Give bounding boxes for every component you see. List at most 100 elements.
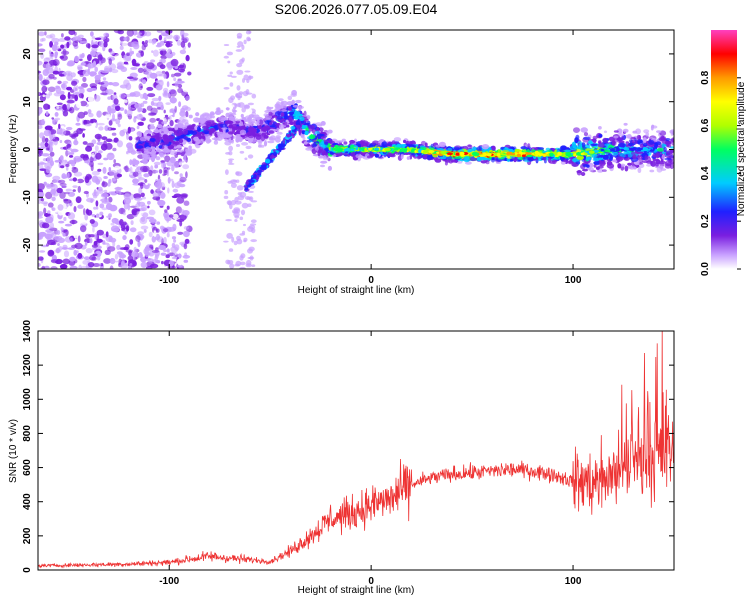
spectrogram-cell: [78, 93, 84, 99]
spectrogram-cell: [172, 213, 179, 220]
spectrogram-cell: [172, 143, 178, 147]
spectrogram-cell: [179, 176, 187, 183]
spectrogram-cell: [92, 263, 101, 267]
spectrogram-cell: [239, 216, 244, 221]
spectrogram-cell: [169, 108, 176, 114]
spectrogram-cell: [411, 152, 416, 156]
spectrogram-cell: [95, 200, 99, 207]
spectrogram-cell: [123, 36, 127, 42]
spectrogram-cell: [241, 142, 249, 146]
spectrogram-cell: [225, 169, 229, 176]
spectrogram-cell: [110, 50, 115, 56]
spectrogram-cell: [59, 55, 64, 59]
spectrogram-cell: [178, 101, 182, 108]
spectrogram-cell: [101, 181, 108, 188]
spectrogram-cell: [162, 87, 169, 93]
spectrogram-cell: [66, 126, 73, 131]
spectrogram-cell: [185, 54, 190, 62]
spectrogram-cell: [155, 228, 160, 233]
spectrogram-cell: [69, 256, 76, 262]
spectrogram-cell: [103, 258, 112, 264]
spectrogram-cell: [115, 126, 120, 134]
spectrogram-cell: [274, 111, 282, 117]
spectrogram-cell: [50, 266, 58, 269]
spectrogram-cell: [244, 157, 248, 161]
spectrogram-cell: [61, 175, 68, 179]
spectrogram-cell: [234, 196, 239, 203]
spectrogram-cell: [62, 104, 67, 111]
spectrogram-cell: [247, 154, 254, 159]
spectrogram-cell: [636, 134, 641, 141]
spectrogram-cell: [129, 159, 133, 166]
spectrogram-cell: [46, 62, 51, 68]
spectrogram-cell: [44, 137, 49, 143]
spectrogram-cell: [150, 145, 156, 152]
spectrogram-cell: [132, 77, 139, 80]
spectrogram-cell: [50, 241, 57, 246]
spectrogram-cell: [249, 255, 254, 261]
spectrogram-cell: [623, 150, 631, 155]
spectrogram-cell: [263, 140, 268, 147]
spectrogram-cell: [223, 55, 229, 59]
spectrogram-cell: [332, 153, 337, 158]
spectrogram-cell: [172, 252, 179, 259]
spectrogram-cell: [573, 127, 580, 133]
spectrogram-cell: [112, 82, 120, 87]
spectrogram-cell: [170, 178, 174, 182]
spectrogram-cell: [202, 130, 210, 134]
spectrogram-cell: [236, 185, 244, 191]
spectrogram-cell: [79, 87, 85, 95]
spectrogram-cell: [125, 82, 132, 90]
spectrogram-cell: [62, 258, 70, 265]
spectrogram-cell: [134, 103, 143, 109]
spectrogram-cell: [71, 244, 78, 249]
spectrogram-cell: [43, 129, 52, 137]
spectrogram-cell: [627, 153, 633, 158]
spectrogram-cell: [82, 141, 88, 145]
spectrogram-cell: [176, 196, 185, 204]
spectrogram-cell: [148, 209, 156, 216]
spectrogram-cell: [171, 195, 178, 199]
spectrogram-cell: [520, 146, 527, 150]
spectrogram-cell: [228, 158, 235, 161]
spectrogram-cell: [121, 40, 128, 48]
spectrogram-cell: [647, 156, 651, 159]
spectrogram-cell: [158, 48, 167, 52]
spectrogram-cell: [38, 43, 43, 47]
spectrogram-cell: [58, 179, 66, 184]
spectrogram-cell: [228, 260, 234, 265]
spectrogram-cell: [136, 201, 141, 205]
spectrogram-cell: [576, 170, 582, 174]
spectrogram-cell: [247, 132, 251, 137]
spectrogram-cell: [157, 187, 161, 196]
spectrogram-cell: [149, 123, 155, 127]
spectrogram-cell: [131, 210, 138, 216]
spectrogram-cell: [115, 186, 121, 194]
spectrogram-cell: [244, 70, 251, 73]
spectrogram-cell: [664, 141, 672, 145]
spectrogram-cell: [604, 149, 611, 153]
spectrogram-cell: [48, 73, 55, 79]
spectrogram-cell: [542, 156, 547, 161]
spectrogram-cell: [163, 236, 167, 244]
spectrogram-cell: [616, 128, 623, 134]
spectrogram-cell: [253, 173, 257, 179]
spectrogram-cell: [251, 111, 257, 117]
spectrogram-cell: [64, 159, 67, 163]
spectrogram-cell: [152, 39, 157, 44]
spectrogram-cell: [60, 44, 65, 49]
spectrogram-cell: [151, 249, 160, 253]
spectrogram-cell: [238, 102, 245, 108]
spectrogram-cell: [229, 71, 233, 75]
spectrogram-cell: [456, 161, 463, 164]
spectrogram-cell: [164, 209, 168, 213]
spectrogram-cell: [304, 130, 309, 136]
spectrogram-cell: [655, 152, 660, 159]
spectrogram-cell: [172, 223, 177, 231]
spectrogram-cell: [151, 235, 156, 243]
spectrogram-cell: [123, 197, 132, 205]
spectrogram-cell: [180, 107, 186, 113]
spectrogram-cell: [400, 153, 404, 160]
spectrogram-cell: [65, 163, 70, 167]
spectrogram-cell: [185, 171, 188, 179]
